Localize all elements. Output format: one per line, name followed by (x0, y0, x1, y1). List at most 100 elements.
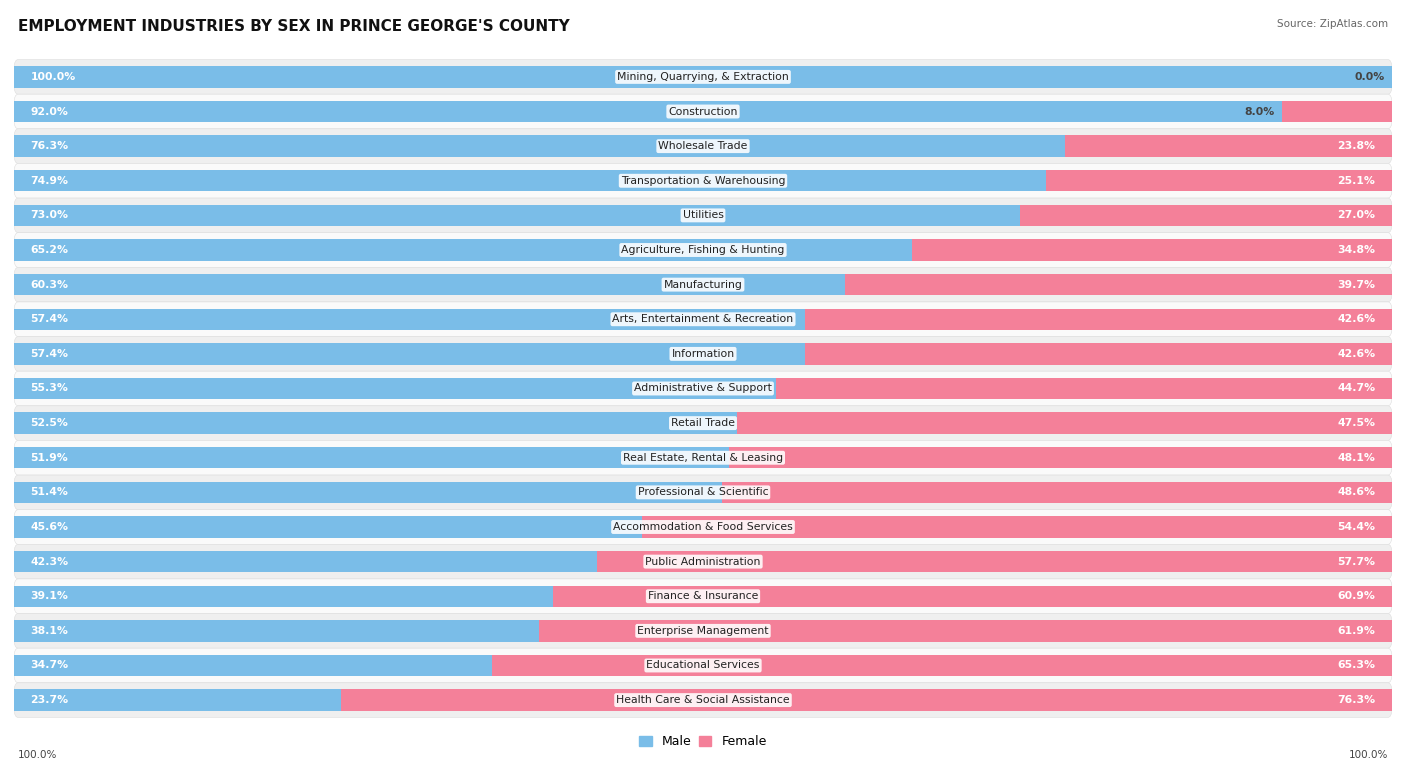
Bar (643, 516, 1392, 538)
Text: 55.3%: 55.3% (31, 384, 69, 393)
FancyBboxPatch shape (14, 683, 1392, 717)
FancyBboxPatch shape (14, 232, 1392, 267)
Bar (14, 66, 1392, 88)
FancyBboxPatch shape (14, 614, 1392, 648)
Text: 57.4%: 57.4% (31, 314, 69, 324)
FancyBboxPatch shape (14, 163, 1392, 198)
Text: Arts, Entertainment & Recreation: Arts, Entertainment & Recreation (613, 314, 793, 324)
Bar (14, 586, 553, 607)
FancyBboxPatch shape (14, 336, 1392, 371)
Bar (14, 101, 1282, 122)
Text: Utilities: Utilities (682, 211, 724, 221)
Text: Enterprise Management: Enterprise Management (637, 625, 769, 636)
Legend: Male, Female: Male, Female (634, 730, 772, 753)
Text: Professional & Scientific: Professional & Scientific (638, 487, 768, 497)
Bar (1019, 204, 1392, 226)
Text: 39.7%: 39.7% (1337, 280, 1375, 290)
Bar (14, 135, 1066, 157)
Text: 0.0%: 0.0% (1355, 72, 1385, 82)
Text: 42.6%: 42.6% (1337, 314, 1375, 324)
Text: 92.0%: 92.0% (31, 106, 69, 117)
Bar (340, 689, 1392, 711)
Text: 65.3%: 65.3% (1337, 660, 1375, 671)
Bar (14, 274, 845, 295)
FancyBboxPatch shape (14, 406, 1392, 441)
Text: Source: ZipAtlas.com: Source: ZipAtlas.com (1277, 19, 1388, 30)
Text: Real Estate, Rental & Leasing: Real Estate, Rental & Leasing (623, 453, 783, 463)
Text: 38.1%: 38.1% (31, 625, 69, 636)
Bar (14, 239, 912, 261)
FancyBboxPatch shape (14, 648, 1392, 683)
FancyBboxPatch shape (14, 129, 1392, 163)
Bar (553, 586, 1392, 607)
Text: 51.9%: 51.9% (31, 453, 69, 463)
Bar (14, 343, 806, 364)
Text: 60.9%: 60.9% (1337, 591, 1375, 601)
Bar (14, 204, 1019, 226)
Text: 65.2%: 65.2% (31, 245, 69, 255)
Text: 54.4%: 54.4% (1337, 522, 1375, 532)
FancyBboxPatch shape (14, 545, 1392, 579)
Text: 27.0%: 27.0% (1337, 211, 1375, 221)
FancyBboxPatch shape (14, 267, 1392, 302)
Text: 100.0%: 100.0% (18, 750, 58, 760)
Text: 76.3%: 76.3% (1337, 695, 1375, 705)
Text: Manufacturing: Manufacturing (664, 280, 742, 290)
Text: Accommodation & Food Services: Accommodation & Food Services (613, 522, 793, 532)
Bar (14, 482, 723, 503)
Bar (14, 551, 598, 573)
Bar (14, 620, 538, 642)
Text: 57.4%: 57.4% (31, 349, 69, 359)
Text: 52.5%: 52.5% (31, 418, 69, 428)
Text: 45.6%: 45.6% (31, 522, 69, 532)
FancyBboxPatch shape (14, 302, 1392, 336)
Text: 42.3%: 42.3% (31, 556, 69, 566)
FancyBboxPatch shape (14, 60, 1392, 94)
Text: EMPLOYMENT INDUSTRIES BY SEX IN PRINCE GEORGE'S COUNTY: EMPLOYMENT INDUSTRIES BY SEX IN PRINCE G… (18, 19, 569, 34)
Text: 39.1%: 39.1% (31, 591, 69, 601)
Text: 76.3%: 76.3% (31, 141, 69, 152)
Text: 51.4%: 51.4% (31, 487, 69, 497)
Bar (14, 655, 492, 676)
Text: Transportation & Warehousing: Transportation & Warehousing (621, 176, 785, 186)
Text: 48.1%: 48.1% (1337, 453, 1375, 463)
Bar (598, 551, 1392, 573)
Text: 74.9%: 74.9% (31, 176, 69, 186)
Text: 8.0%: 8.0% (1244, 106, 1275, 117)
Text: 44.7%: 44.7% (1337, 384, 1375, 393)
Text: 23.8%: 23.8% (1337, 141, 1375, 152)
FancyBboxPatch shape (14, 94, 1392, 129)
Text: Educational Services: Educational Services (647, 660, 759, 671)
Bar (806, 343, 1392, 364)
Bar (806, 308, 1392, 330)
Text: 34.7%: 34.7% (31, 660, 69, 671)
FancyBboxPatch shape (14, 579, 1392, 614)
Text: 57.7%: 57.7% (1337, 556, 1375, 566)
Text: Finance & Insurance: Finance & Insurance (648, 591, 758, 601)
FancyBboxPatch shape (14, 475, 1392, 510)
Text: 25.1%: 25.1% (1337, 176, 1375, 186)
Text: 100.0%: 100.0% (31, 72, 76, 82)
Bar (1282, 101, 1392, 122)
Bar (1046, 170, 1392, 191)
Bar (14, 447, 730, 469)
Bar (776, 378, 1392, 399)
Bar (845, 274, 1392, 295)
Text: 48.6%: 48.6% (1337, 487, 1375, 497)
Text: 100.0%: 100.0% (1348, 750, 1388, 760)
Text: 23.7%: 23.7% (31, 695, 69, 705)
Bar (538, 620, 1392, 642)
Bar (14, 516, 643, 538)
Text: 60.3%: 60.3% (31, 280, 69, 290)
Bar (730, 447, 1392, 469)
Bar (14, 689, 340, 711)
Bar (738, 413, 1392, 434)
Text: 73.0%: 73.0% (31, 211, 69, 221)
FancyBboxPatch shape (14, 198, 1392, 232)
FancyBboxPatch shape (14, 510, 1392, 545)
Bar (912, 239, 1392, 261)
Bar (14, 170, 1046, 191)
Bar (14, 378, 776, 399)
Text: Wholesale Trade: Wholesale Trade (658, 141, 748, 152)
Text: 61.9%: 61.9% (1337, 625, 1375, 636)
